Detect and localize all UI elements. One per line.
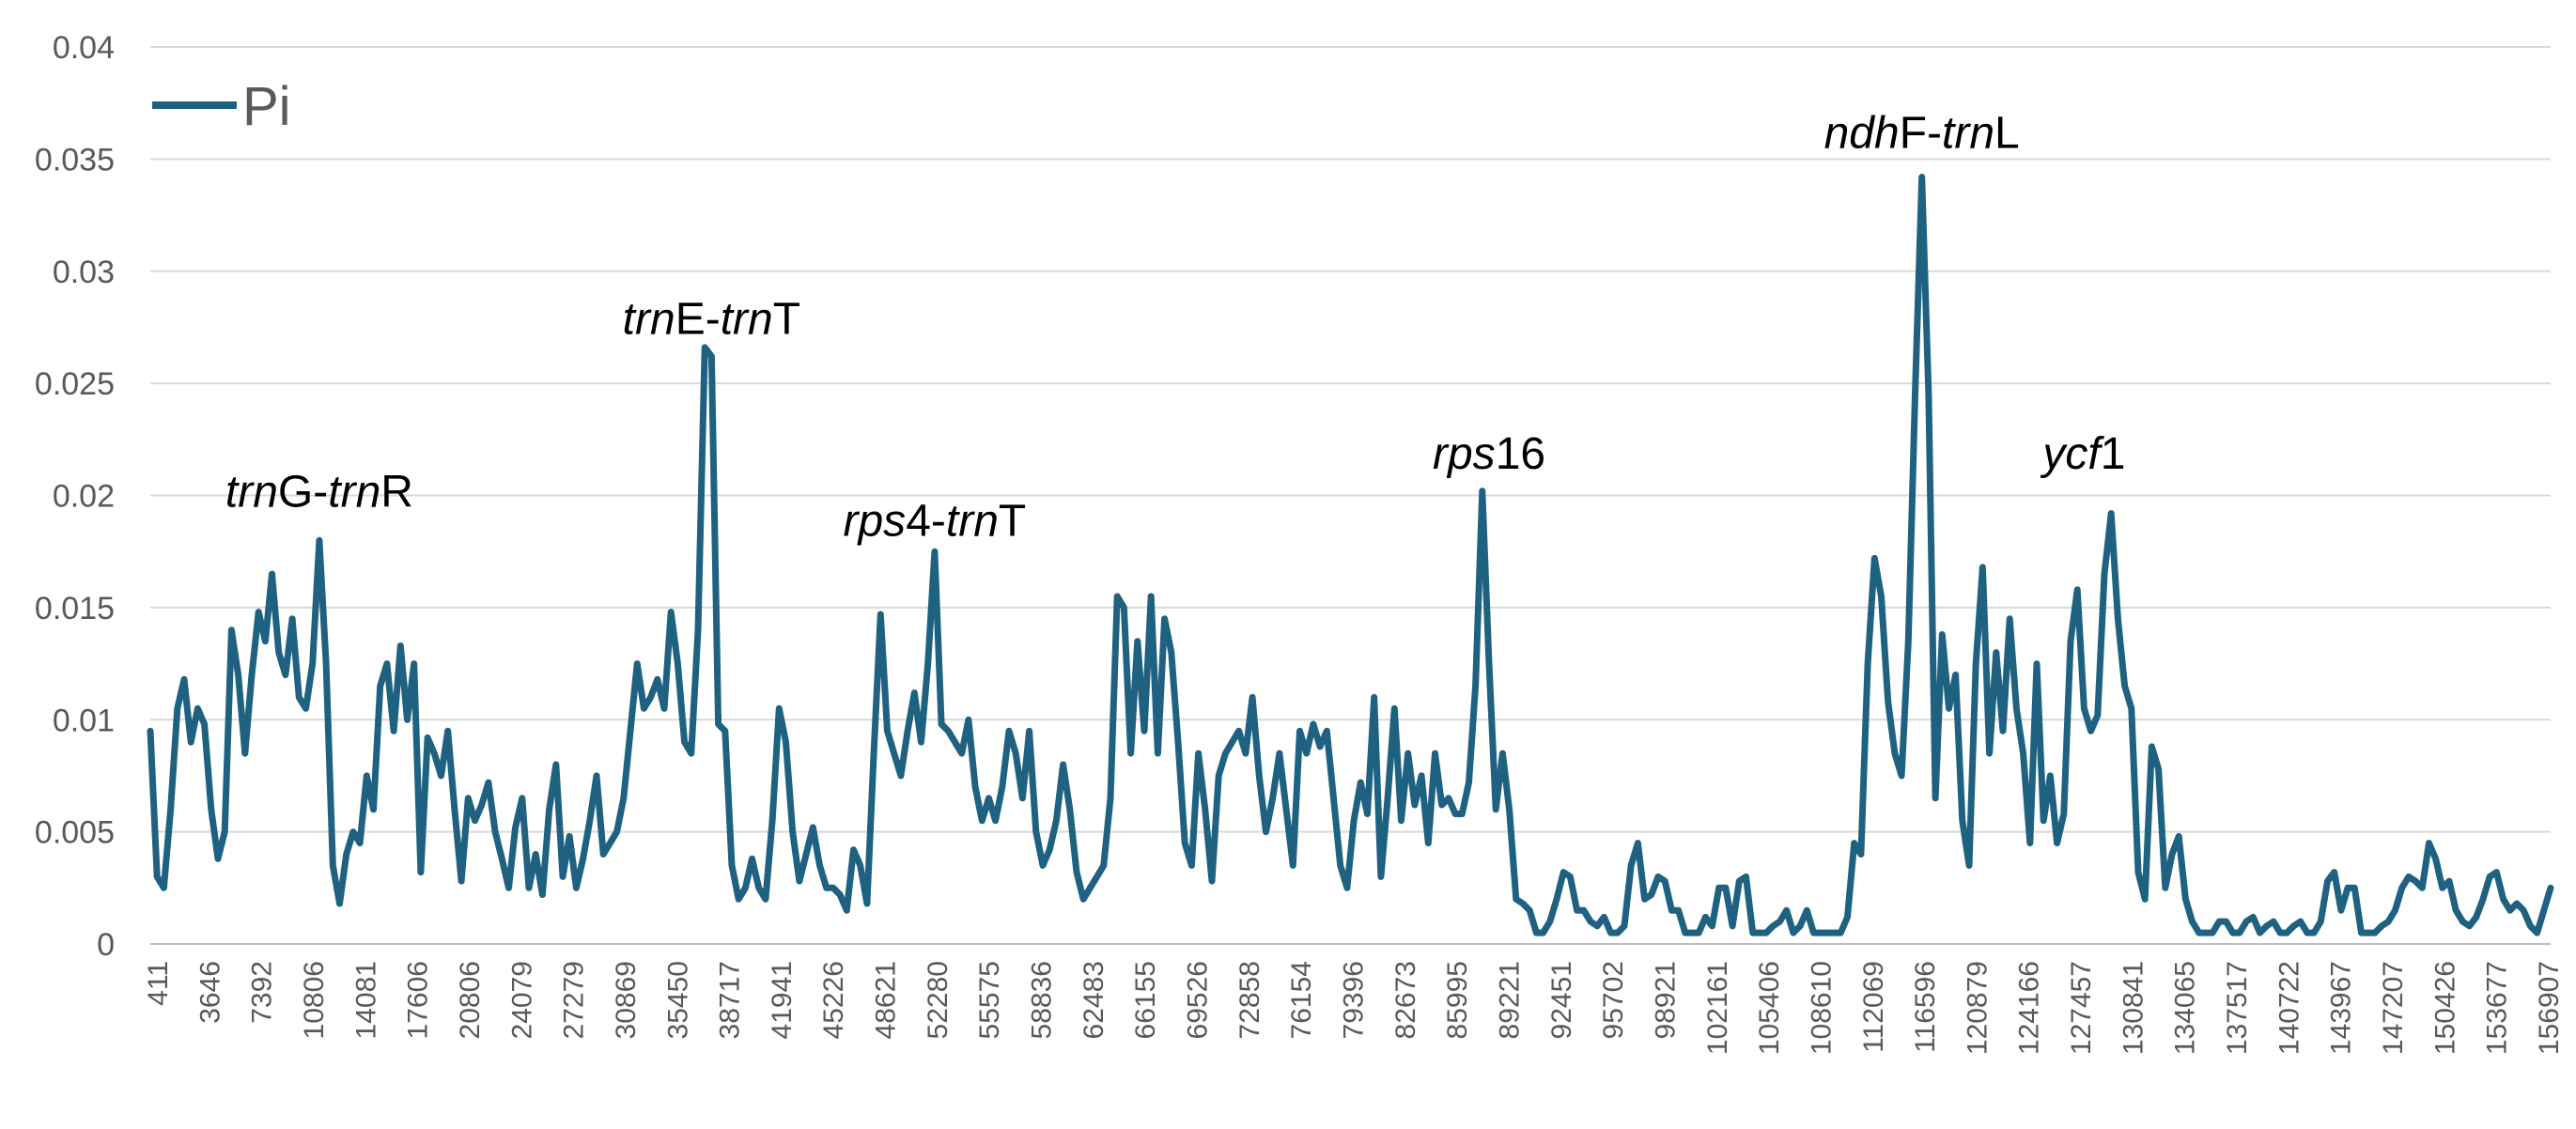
x-tick-label: 147207 — [2378, 961, 2409, 1055]
x-axis: 411 3646 7392 10806 14081 17606 20806 24079 2727… — [143, 961, 2565, 1055]
x-tick-label: 102161 — [1702, 961, 1733, 1055]
y-tick-label: 0.04 — [53, 30, 115, 66]
x-tick-label: 105406 — [1754, 961, 1785, 1055]
x-tick-label: 140722 — [2273, 961, 2304, 1055]
y-tick-label: 0.03 — [53, 255, 115, 290]
x-tick-label: 17606 — [403, 961, 434, 1039]
y-tick-label: 0.01 — [53, 703, 115, 738]
y-tick-label: 0.005 — [35, 815, 115, 851]
x-tick-label: 52280 — [923, 961, 954, 1039]
x-tick-label: 76154 — [1286, 961, 1317, 1039]
x-tick-label: 89221 — [1494, 961, 1525, 1039]
x-tick-label: 150426 — [2429, 961, 2460, 1055]
x-tick-label: 156907 — [2534, 961, 2565, 1055]
series-line-pi — [147, 174, 2554, 936]
x-tick-label: 95702 — [1598, 961, 1629, 1039]
y-tick-label: 0.015 — [35, 591, 115, 626]
x-tick-label: 411 — [143, 961, 174, 1006]
x-tick-label: 85995 — [1442, 961, 1473, 1039]
x-tick-label: 24079 — [506, 961, 537, 1039]
x-tick-label: 58836 — [1027, 961, 1058, 1039]
gridlines — [150, 46, 2551, 945]
x-tick-label: 72858 — [1234, 961, 1265, 1039]
peak-annotation: trnG-trnR — [225, 467, 413, 517]
peak-annotation: rps16 — [1433, 429, 1545, 479]
x-tick-label: 45226 — [818, 961, 849, 1039]
x-tick-label: 92451 — [1546, 961, 1577, 1039]
x-tick-label: 41941 — [767, 961, 798, 1039]
x-tick-label: 134065 — [2170, 961, 2201, 1055]
x-tick-label: 14081 — [350, 961, 381, 1039]
x-tick-label: 66155 — [1130, 961, 1161, 1039]
x-tick-label: 108610 — [1806, 961, 1837, 1055]
x-tick-label: 30869 — [611, 961, 642, 1039]
x-tick-label: 143967 — [2326, 961, 2357, 1055]
peak-annotation: trnE-trnT — [623, 295, 800, 345]
legend: Pi — [152, 76, 291, 137]
x-tick-label: 130841 — [2118, 961, 2149, 1055]
y-axis: 0 0.005 0.01 0.015 0.02 0.025 0.03 0.035 0.04 — [35, 30, 115, 963]
x-tick-label: 62483 — [1079, 961, 1110, 1039]
x-tick-label: 112069 — [1858, 961, 1889, 1053]
x-tick-label: 137517 — [2222, 961, 2253, 1055]
x-tick-label: 82673 — [1390, 961, 1421, 1039]
x-tick-label: 69526 — [1183, 961, 1214, 1039]
y-tick-label: 0.035 — [35, 142, 115, 178]
x-tick-label: 48621 — [871, 961, 902, 1039]
x-tick-label: 27279 — [559, 961, 590, 1039]
x-tick-label: 38717 — [715, 961, 746, 1039]
peak-annotation: ndhF-trnL — [1824, 108, 2020, 158]
x-tick-label: 10806 — [299, 961, 330, 1039]
x-tick-label: 127457 — [2066, 961, 2097, 1055]
x-tick-label: 55575 — [974, 961, 1005, 1039]
x-tick-label: 3646 — [194, 961, 225, 1024]
x-tick-label: 116596 — [1910, 961, 1941, 1053]
y-tick-label: 0 — [97, 927, 115, 963]
legend-label-pi: Pi — [242, 76, 291, 137]
x-tick-label: 98921 — [1650, 961, 1681, 1039]
y-tick-label: 0.02 — [53, 479, 115, 515]
x-tick-label: 124166 — [2014, 961, 2045, 1055]
peak-annotation: ycf1 — [2040, 429, 2125, 479]
x-tick-label: 35450 — [662, 961, 693, 1039]
peak-annotation: rps4-trnT — [844, 496, 1027, 546]
series-layer — [147, 174, 2554, 936]
x-tick-label: 7392 — [247, 961, 278, 1024]
x-tick-label: 20806 — [455, 961, 486, 1039]
y-tick-label: 0.025 — [35, 366, 115, 402]
annotations: trnG-trnR trnE-trnT rps4-trnT rps16 ndhF-trn… — [225, 108, 2126, 546]
x-tick-label: 120879 — [1962, 961, 1993, 1055]
x-tick-label: 153677 — [2482, 961, 2513, 1055]
x-tick-label: 79396 — [1339, 961, 1370, 1039]
